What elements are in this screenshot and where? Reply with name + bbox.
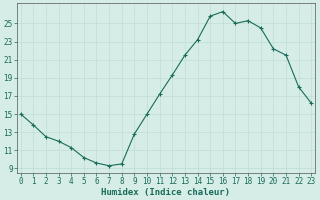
X-axis label: Humidex (Indice chaleur): Humidex (Indice chaleur) [101, 188, 230, 197]
